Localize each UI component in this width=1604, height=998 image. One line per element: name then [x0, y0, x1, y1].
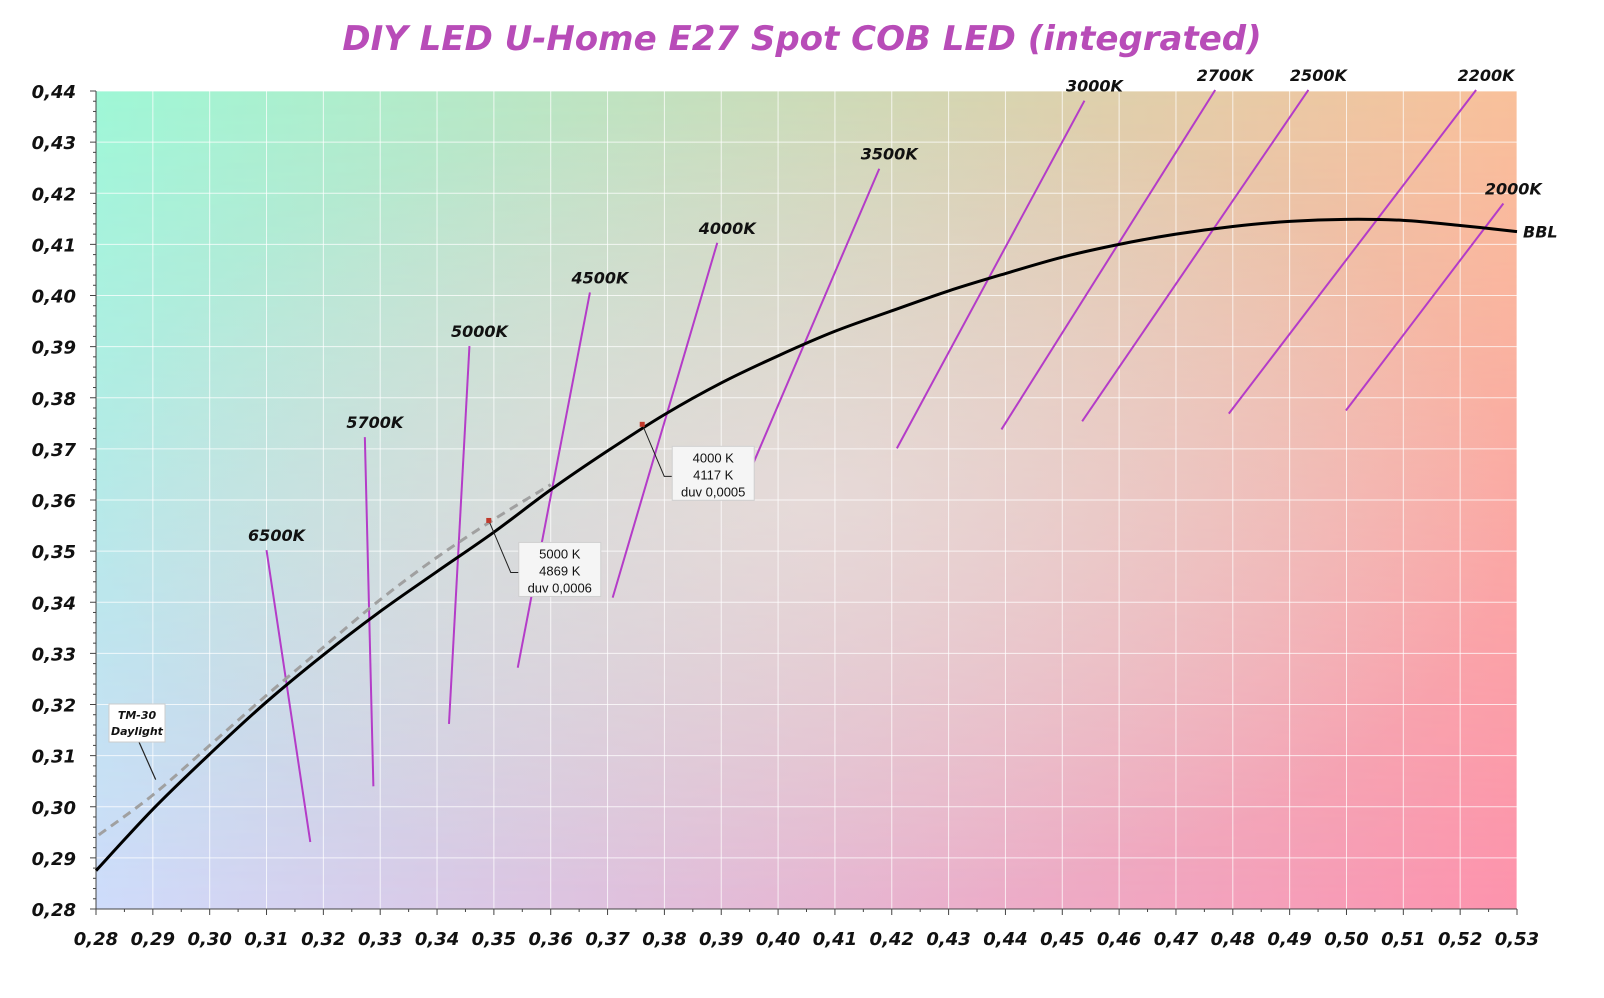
- cct-label-3500k: 3500K: [861, 145, 920, 164]
- cct-line-3000k: [895, 100, 1086, 449]
- x-tick-label: 0,29: [131, 929, 175, 950]
- cct-label-2700k: 2700K: [1197, 66, 1256, 85]
- measurement-leader: [488, 520, 519, 573]
- y-tick-label: 0,41: [32, 235, 76, 256]
- cct-lines: 6500K 5700K 5000K 4500K 4000K 3500K 3000K 2700K…: [248, 66, 1544, 843]
- x-tick-label: 0,30: [187, 929, 231, 950]
- cct-line-2000k: [1345, 202, 1505, 412]
- x-tick-label: 0,32: [301, 929, 345, 950]
- y-tick-label: 0,33: [32, 644, 76, 665]
- cct-line-5000k: [447, 346, 471, 724]
- measurement-leader: [641, 424, 673, 477]
- x-axis-ticks: 0,28 0,29 0,30 0,31 0,32 0,33 0,34 0,35 0,36 0,37…: [74, 909, 1539, 950]
- daylight-label-line: TM-30: [118, 709, 157, 722]
- y-tick-label: 0,34: [32, 593, 76, 614]
- daylight-layer: TM-30 Daylight: [97, 483, 552, 837]
- daylight-leader: [138, 741, 157, 780]
- cct-label-2500k: 2500K: [1290, 66, 1349, 85]
- x-tick-label: 0,44: [983, 929, 1027, 950]
- x-tick-label: 0,31: [244, 929, 288, 950]
- measurement-callout-box: [671, 445, 755, 501]
- x-tick-label: 0,33: [358, 929, 402, 950]
- cct-line-2200k: [1228, 89, 1477, 415]
- measurement-callout-text: 4000 K: [693, 450, 735, 465]
- x-tick-label: 0,52: [1438, 929, 1482, 950]
- cct-label-4500k: 4500K: [570, 268, 630, 287]
- daylight-curve: [97, 483, 552, 837]
- y-tick-label: 0,37: [32, 440, 77, 461]
- measurements: 4000 K 4117 K duv 0,0005 5000 K 4869 K duv 0,…: [486, 421, 755, 597]
- x-tick-label: 0,53: [1495, 929, 1539, 950]
- daylight-label-box: [108, 703, 166, 743]
- x-tick-label: 0,36: [529, 929, 573, 950]
- x-tick-label: 0,39: [699, 929, 743, 950]
- x-tick-label: 0,38: [642, 929, 686, 950]
- x-tick-label: 0,40: [756, 929, 800, 950]
- y-tick-label: 0,43: [32, 133, 76, 154]
- cct-label-6500k: 6500K: [248, 526, 307, 545]
- x-tick-label: 0,51: [1381, 929, 1425, 950]
- cct-label-5700k: 5700K: [346, 413, 405, 432]
- measurement-point: [639, 421, 645, 427]
- y-tick-label: 0,31: [32, 747, 76, 768]
- y-tick-label: 0,28: [32, 900, 76, 921]
- x-tick-label: 0,46: [1097, 929, 1141, 950]
- bbl-curve: [94, 217, 1518, 872]
- cct-label-2000k: 2000K: [1485, 179, 1544, 198]
- x-tick-label: 0,45: [1040, 929, 1084, 950]
- cct-label-4000k: 4000K: [698, 219, 758, 238]
- y-tick-label: 0,32: [32, 696, 76, 717]
- y-tick-label: 0,44: [32, 82, 76, 103]
- x-tick-label: 0,50: [1324, 929, 1368, 950]
- y-tick-label: 0,29: [32, 849, 76, 870]
- measurement-callout-text: 4869 K: [539, 563, 581, 578]
- x-tick-label: 0,42: [870, 929, 914, 950]
- cct-line-4500k: [516, 292, 591, 668]
- x-tick-label: 0,49: [1267, 929, 1311, 950]
- cct-line-4000k: [611, 242, 719, 598]
- x-tick-label: 0,34: [415, 929, 459, 950]
- daylight-label-line: Daylight: [111, 725, 164, 738]
- cct-label-2200k: 2200K: [1458, 66, 1517, 85]
- x-tick-label: 0,48: [1211, 929, 1255, 950]
- measurement-callout-text: 5000 K: [539, 546, 581, 561]
- measurement-callout-box: [518, 541, 602, 597]
- cct-label-3000k: 3000K: [1066, 77, 1125, 96]
- x-tick-label: 0,35: [472, 929, 516, 950]
- cct-line-6500k: [265, 549, 312, 843]
- y-axis-ticks: 0,28 0,29 0,30 0,31 0,32 0,33 0,34 0,35 0,36 0,37…: [32, 82, 96, 921]
- measurement-point: [486, 517, 492, 523]
- y-tick-label: 0,39: [32, 338, 76, 359]
- x-tick-label: 0,43: [926, 929, 970, 950]
- x-tick-label: 0,37: [585, 929, 630, 950]
- bbl-label: BBL: [1523, 223, 1558, 242]
- measurement-callout-text: duv 0,0005: [681, 484, 745, 499]
- x-tick-label: 0,28: [74, 929, 118, 950]
- cct-line-2700k: [1000, 89, 1217, 430]
- bbl-layer: BBL: [94, 217, 1558, 872]
- y-tick-label: 0,35: [32, 542, 76, 563]
- measurement-callout-text: 4117 K: [693, 467, 734, 482]
- x-tick-label: 0,41: [813, 929, 857, 950]
- cct-label-5000k: 5000K: [451, 322, 510, 341]
- y-tick-label: 0,42: [32, 184, 76, 205]
- cct-line-3500k: [744, 168, 881, 482]
- y-tick-label: 0,38: [32, 389, 76, 410]
- cct-line-2500k: [1081, 89, 1310, 422]
- chart-title: DIY LED U-Home E27 Spot COB LED (integra…: [342, 19, 1261, 59]
- cct-line-5700k: [363, 437, 375, 787]
- x-tick-label: 0,47: [1154, 929, 1199, 950]
- y-tick-label: 0,30: [32, 798, 76, 819]
- measurement-callout-text: duv 0,0006: [528, 580, 592, 595]
- y-tick-label: 0,40: [32, 287, 76, 308]
- y-tick-label: 0,36: [32, 491, 76, 512]
